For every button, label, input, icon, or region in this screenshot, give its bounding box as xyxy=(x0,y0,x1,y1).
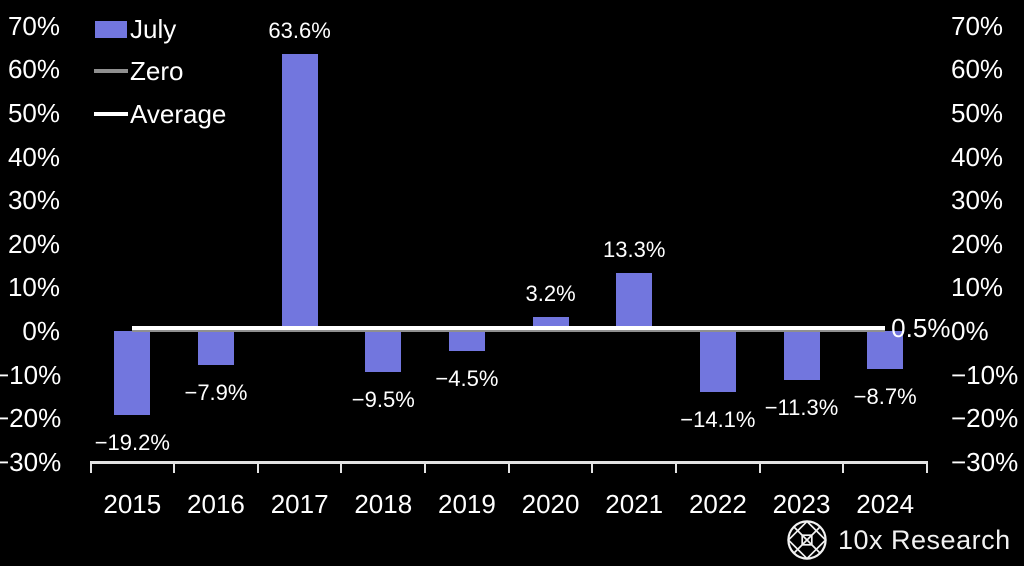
x-tick-label-2024: 2024 xyxy=(856,489,915,519)
y-tick-label-left: −10% xyxy=(0,359,62,390)
y-tick-label-right: −10% xyxy=(951,359,1019,390)
value-label-2024: −8.7% xyxy=(853,383,917,409)
x-tick-label-2015: 2015 xyxy=(103,489,162,519)
value-label-2020: 3.2% xyxy=(525,281,576,307)
value-label-2015: −19.2% xyxy=(94,429,170,455)
y-tick-label-right: −30% xyxy=(951,446,1019,477)
bar-2019 xyxy=(448,331,485,351)
y-tick-label-left: 70% xyxy=(7,10,60,41)
average-end-label: 0.5% xyxy=(891,312,951,343)
y-tick-label-right: 60% xyxy=(951,54,1004,85)
brand-text: 10x Research xyxy=(838,525,1011,555)
y-tick-label-left: 40% xyxy=(7,141,60,172)
bar-2021 xyxy=(616,273,653,331)
y-tick-label-right: 20% xyxy=(951,228,1004,259)
y-tick-label-right: 0% xyxy=(951,316,989,346)
x-tick-label-2022: 2022 xyxy=(688,489,747,519)
value-label-2023: −11.3% xyxy=(764,395,839,421)
x-tick-label-2016: 2016 xyxy=(187,489,245,519)
x-tick-label-2023: 2023 xyxy=(772,489,831,519)
legend-swatch-zero xyxy=(94,69,128,73)
value-label-2022: −14.1% xyxy=(680,407,756,433)
y-tick-label-right: 40% xyxy=(951,141,1004,172)
x-tick-label-2021: 2021 xyxy=(605,489,664,519)
legend-label-july: July xyxy=(130,14,177,44)
x-tick-label-2019: 2019 xyxy=(438,489,496,519)
lattice-globe-icon xyxy=(787,520,827,560)
bar-2018 xyxy=(365,331,402,373)
x-axis-tick xyxy=(340,461,343,473)
y-tick-label-left: 10% xyxy=(7,272,60,303)
y-tick-label-left: 60% xyxy=(7,54,60,85)
value-label-2016: −7.9% xyxy=(184,380,248,406)
value-label-2021: 13.3% xyxy=(603,237,666,262)
x-axis-tick xyxy=(256,461,259,473)
bar-2024 xyxy=(867,331,904,369)
y-tick-label-right: 30% xyxy=(951,185,1004,216)
legend-label-zero: Zero xyxy=(130,56,184,86)
x-axis-tick xyxy=(173,461,176,473)
y-tick-label-left: −30% xyxy=(0,446,62,477)
bar-2016 xyxy=(197,331,234,366)
x-axis-tick xyxy=(591,461,594,473)
y-tick-label-right: 50% xyxy=(951,98,1004,128)
value-label-2017: 63.6% xyxy=(268,17,331,43)
value-label-2019: −4.5% xyxy=(435,365,499,391)
average-line xyxy=(132,325,886,330)
x-axis-tick xyxy=(926,461,928,473)
y-tick-label-left: 30% xyxy=(7,185,60,216)
bar-2017 xyxy=(281,53,318,331)
bar-2015 xyxy=(114,331,151,415)
bar-2023 xyxy=(783,331,820,381)
x-tick-label-2018: 2018 xyxy=(354,489,413,519)
x-axis-tick xyxy=(758,461,761,473)
legend-swatch-july xyxy=(95,20,127,38)
x-axis-tick xyxy=(424,461,427,473)
bar-2022 xyxy=(699,331,736,393)
x-tick-label-2020: 2020 xyxy=(521,489,580,519)
x-axis-tick xyxy=(89,461,92,473)
y-tick-label-left: 20% xyxy=(7,228,60,259)
y-tick-label-right: 10% xyxy=(951,272,1004,303)
x-axis-tick xyxy=(507,461,510,473)
y-tick-label-left: 0% xyxy=(22,316,60,346)
y-tick-label-right: 70% xyxy=(951,10,1004,41)
x-axis-tick xyxy=(675,461,678,473)
y-tick-label-left: 50% xyxy=(7,98,60,128)
value-label-2018: −9.5% xyxy=(351,387,415,413)
y-tick-label-right: −20% xyxy=(951,403,1019,434)
zero-line xyxy=(132,329,886,333)
y-tick-label-left: −20% xyxy=(0,403,62,434)
x-axis-tick xyxy=(842,461,845,473)
x-tick-label-2017: 2017 xyxy=(270,489,329,519)
brand-logo: 10x Research xyxy=(786,518,1011,562)
legend-label-average: Average xyxy=(130,99,227,129)
legend-swatch-average xyxy=(94,112,128,116)
